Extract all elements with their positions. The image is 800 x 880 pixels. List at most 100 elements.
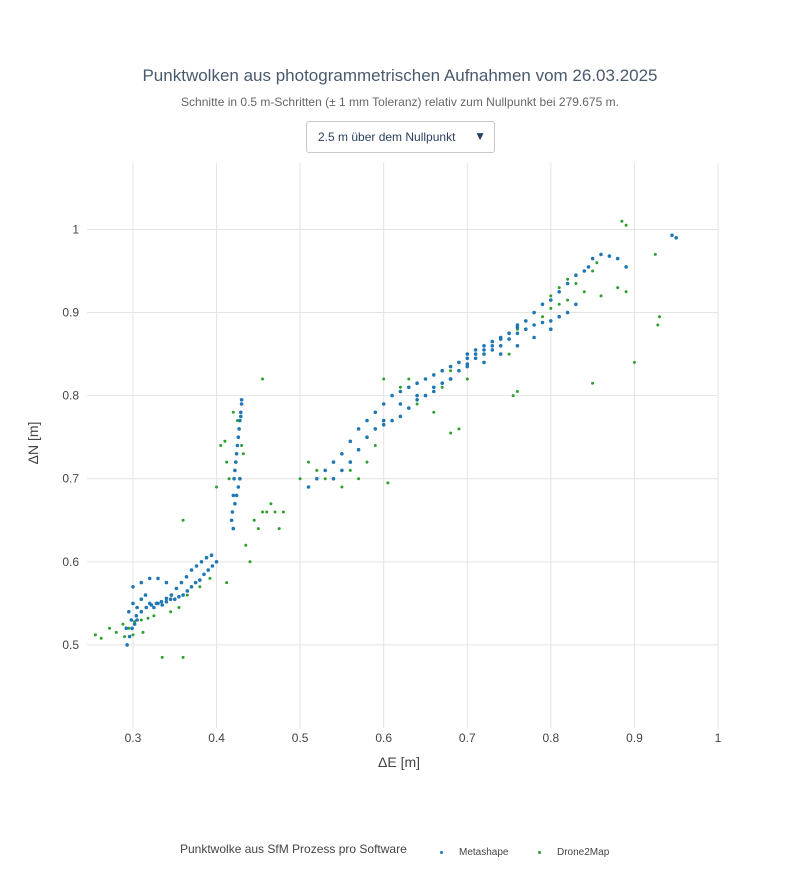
scatter-point-drone2map	[591, 381, 595, 385]
scatter-point-drone2map	[365, 460, 369, 464]
height-select-dropdown[interactable]: 2.5 m über dem Nullpunkt ▼	[306, 121, 495, 153]
scatter-point-metashape	[144, 605, 149, 610]
scatter-point-metashape	[407, 385, 411, 390]
scatter-point-metashape	[233, 468, 237, 473]
scatter-point-metashape	[465, 356, 470, 361]
scatter-point-metashape	[239, 402, 244, 406]
scatter-point-drone2map	[152, 614, 156, 618]
scatter-point-drone2map	[457, 427, 461, 431]
scatter-point-drone2map	[227, 477, 231, 481]
chart-subtitle: Schnitte in 0.5 m-Schritten (± 1 mm Tole…	[181, 95, 619, 109]
scatter-point-drone2map	[181, 518, 185, 522]
scatter-point-drone2map	[281, 510, 285, 514]
scatter-point-metashape	[515, 325, 520, 330]
y-axis-title: ΔN [m]	[25, 422, 41, 465]
scatter-point-drone2map	[160, 655, 164, 659]
scatter-point-drone2map	[658, 315, 661, 319]
scatter-point-metashape	[185, 589, 190, 593]
scatter-point-metashape	[181, 593, 185, 597]
scatter-point-metashape	[340, 468, 344, 473]
scatter-point-drone2map	[141, 630, 145, 634]
scatter-point-drone2map	[348, 468, 352, 472]
scatter-point-metashape	[482, 348, 486, 352]
scatter-point-drone2map	[177, 606, 181, 609]
scatter-point-metashape	[557, 314, 561, 319]
scatter-point-metashape	[398, 402, 403, 406]
scatter-point-metashape	[515, 323, 520, 327]
scatter-point-metashape	[127, 609, 131, 614]
scatter-point-metashape	[670, 233, 674, 238]
scatter-point-drone2map	[185, 593, 189, 597]
scatter-point-drone2map	[269, 502, 273, 506]
scatter-point-drone2map	[574, 282, 578, 285]
scatter-point-metashape	[234, 452, 239, 456]
scatter-point-metashape	[239, 414, 243, 419]
scatter-point-drone2map	[566, 277, 570, 281]
legend-label-drone2map: Drone2Map	[557, 847, 610, 858]
scatter-point-drone2map	[131, 633, 135, 637]
scatter-point-metashape	[590, 256, 595, 261]
scatter-point-drone2map	[440, 385, 444, 389]
scatter-point-drone2map	[307, 460, 310, 464]
x-tick-label: 0.5	[292, 731, 309, 745]
legend-marker-metashape	[440, 850, 443, 854]
scatter-point-metashape	[154, 601, 159, 606]
scatter-point-metashape	[239, 410, 243, 415]
scatter-point-drone2map	[624, 290, 628, 294]
scatter-point-drone2map	[146, 616, 150, 620]
scatter-point-drone2map	[93, 633, 97, 637]
scatter-point-metashape	[234, 493, 239, 498]
scatter-point-metashape	[473, 356, 478, 361]
x-axis-ticks: 0.3 0.4 0.5 0.6 0.7 0.8 0.9 1	[125, 731, 722, 745]
scatter-point-drone2map	[273, 510, 277, 514]
scatter-point-drone2map	[231, 410, 235, 414]
scatter-point-metashape	[515, 331, 520, 336]
scatter-point-drone2map	[382, 377, 386, 381]
caret-down-icon: ▼	[474, 129, 486, 143]
scatter-point-drone2map	[515, 390, 519, 393]
scatter-point-metashape	[164, 599, 169, 604]
scatter-point-metashape	[204, 555, 209, 560]
scatter-point-metashape	[498, 344, 503, 348]
scatter-point-metashape	[407, 406, 411, 410]
legend: Punktwolke aus SfM Prozess pro Software …	[0, 842, 800, 866]
scatter-point-metashape	[465, 362, 470, 366]
scatter-point-metashape	[432, 385, 436, 390]
legend-item-metashape[interactable]: Metashape	[440, 847, 508, 858]
scatter-point-metashape	[565, 281, 570, 286]
scatter-point-drone2map	[632, 360, 636, 364]
scatter-point-metashape	[507, 331, 511, 336]
scatter-point-metashape	[381, 402, 386, 406]
scatter-point-metashape	[198, 578, 202, 582]
scatter-point-metashape	[457, 368, 461, 373]
scatter-point-metashape	[231, 526, 236, 531]
scatter-point-metashape	[139, 609, 144, 614]
scatter-point-metashape	[498, 335, 503, 340]
scatter-plot[interactable]: 0.3 0.4 0.5 0.6 0.7 0.8 0.9 1 0.50.60.70.80.91 …	[0, 0, 800, 800]
scatter-point-metashape	[381, 422, 386, 427]
scatter-point-metashape	[432, 373, 436, 377]
scatter-point-drone2map	[139, 618, 143, 622]
scatter-point-drone2map	[465, 377, 469, 381]
legend-item-drone2map[interactable]: Drone2Map	[538, 847, 609, 858]
scatter-point-metashape	[532, 310, 536, 315]
scatter-point-metashape	[168, 597, 173, 601]
scatter-point-drone2map	[123, 635, 127, 639]
scatter-point-metashape	[135, 618, 139, 622]
scatter-point-metashape	[159, 599, 164, 604]
scatter-point-metashape	[348, 439, 353, 444]
scatter-point-metashape	[236, 435, 241, 440]
scatter-point-drone2map	[656, 323, 660, 327]
scatter-point-metashape	[199, 560, 204, 564]
scatter-point-metashape	[131, 601, 135, 606]
scatter-point-drone2map	[99, 636, 103, 640]
scatter-point-metashape	[507, 337, 511, 341]
scatter-point-drone2map	[620, 219, 624, 223]
scatter-point-metashape	[465, 352, 470, 356]
series-metashape	[124, 233, 678, 647]
scatter-point-metashape	[125, 643, 129, 647]
scatter-point-metashape	[532, 323, 536, 327]
scatter-point-drone2map	[511, 394, 515, 398]
scatter-point-metashape	[139, 597, 144, 601]
y-tick-label: 0.9	[62, 306, 79, 320]
